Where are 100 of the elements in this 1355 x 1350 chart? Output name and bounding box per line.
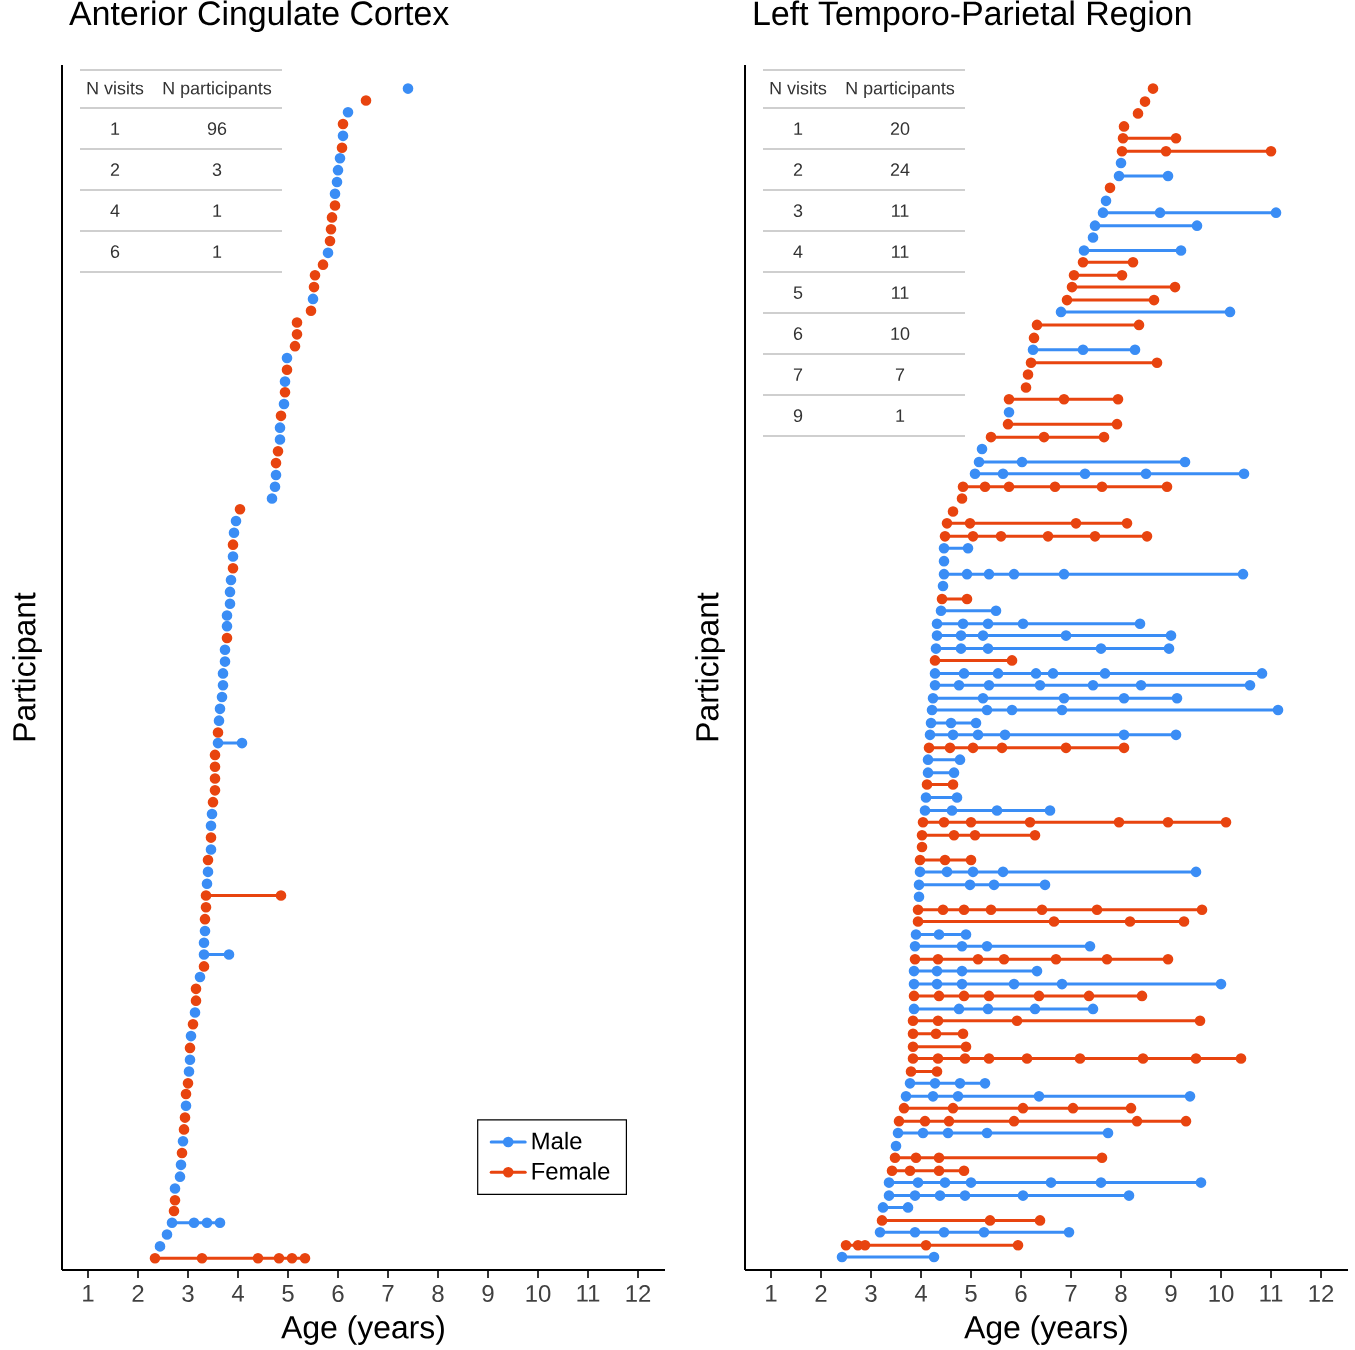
point [329,200,341,211]
point [273,1252,285,1264]
point [190,995,202,1006]
point [227,551,239,562]
x-tick-label: 10 [1209,1285,1234,1302]
point [286,1252,298,1264]
point [202,866,214,878]
point [219,656,231,667]
point [275,410,287,422]
point [337,130,349,142]
point [334,153,346,164]
point [184,1054,196,1066]
point [325,223,337,235]
annotation: 96 [207,122,227,135]
point [329,188,341,200]
annotation: 11 [892,245,909,258]
point [214,1217,226,1229]
point [198,949,210,960]
point [221,610,233,621]
point [272,446,284,457]
point [308,281,320,293]
point [187,1018,199,1030]
annotation: 2 [793,163,803,176]
point [200,902,212,913]
annotation: 6 [793,327,803,340]
x-tick-label: 3 [865,1285,877,1302]
point [201,1217,213,1229]
x-tick-label: 7 [382,1285,394,1302]
point [209,761,221,773]
point [176,1147,188,1159]
point [182,1078,194,1089]
x-tick-label: 4 [231,1285,244,1302]
point [205,832,217,843]
annotation: 11 [892,204,909,217]
x-tick-label: 12 [1309,1285,1334,1302]
legend-label: Female [532,1162,610,1180]
annotation: 24 [890,163,910,176]
point [331,176,343,188]
point [227,562,239,574]
x-tick-label: 10 [526,1285,551,1302]
point [289,340,301,352]
point [224,586,236,598]
point [274,434,286,445]
annotation: N participants [163,81,272,99]
x-tick-label: 5 [965,1285,977,1302]
point [307,293,319,305]
x-tick-label: 2 [815,1285,827,1302]
point [234,503,246,515]
point [188,1217,200,1229]
x-tick-label: 1 [83,1285,94,1302]
point [305,305,317,317]
y-axis-title: Participant [12,592,42,741]
point [166,1217,178,1229]
x-tick-label: 3 [182,1285,194,1302]
point [252,1252,264,1264]
point [185,1030,197,1042]
annotation: N visits [770,81,827,95]
annotation: N visits [87,81,144,95]
y-axis-title: Participant [695,592,725,741]
annotation: 10 [891,327,910,340]
point [216,691,228,703]
annotation: 5 [793,286,803,299]
point [205,844,217,855]
x-tick-label: 7 [1065,1285,1077,1302]
point [169,1183,181,1194]
point [161,1229,173,1240]
point [281,352,293,364]
point [201,878,213,889]
point [224,598,236,609]
annotation: 4 [110,204,120,217]
point [317,259,329,270]
point [275,890,287,901]
point [209,749,221,761]
point [324,235,336,247]
point [291,317,303,328]
annotation: 2 [110,163,120,176]
point [212,727,224,738]
point [326,212,338,223]
x-axis-title: Age (years) [281,1315,444,1345]
x-tick-label: 8 [432,1285,444,1302]
point [219,644,231,656]
annotation: 1 [794,122,803,135]
point [175,1159,187,1171]
point [228,527,240,539]
annotation: 6 [110,245,120,258]
point [281,364,293,376]
point [221,620,233,632]
point [180,1100,192,1112]
x-axis-title: Age (years) [964,1315,1127,1345]
point [184,1042,196,1054]
point [209,773,221,784]
annotation: 20 [890,122,910,135]
point [269,481,281,493]
x-tick-label: 9 [1165,1285,1177,1302]
point [200,890,212,901]
point [199,913,211,925]
x-tick-label: 11 [1260,1285,1283,1302]
point [337,118,349,130]
point [223,949,235,960]
chart-title: Anterior Cingulate Cortex [69,0,449,32]
